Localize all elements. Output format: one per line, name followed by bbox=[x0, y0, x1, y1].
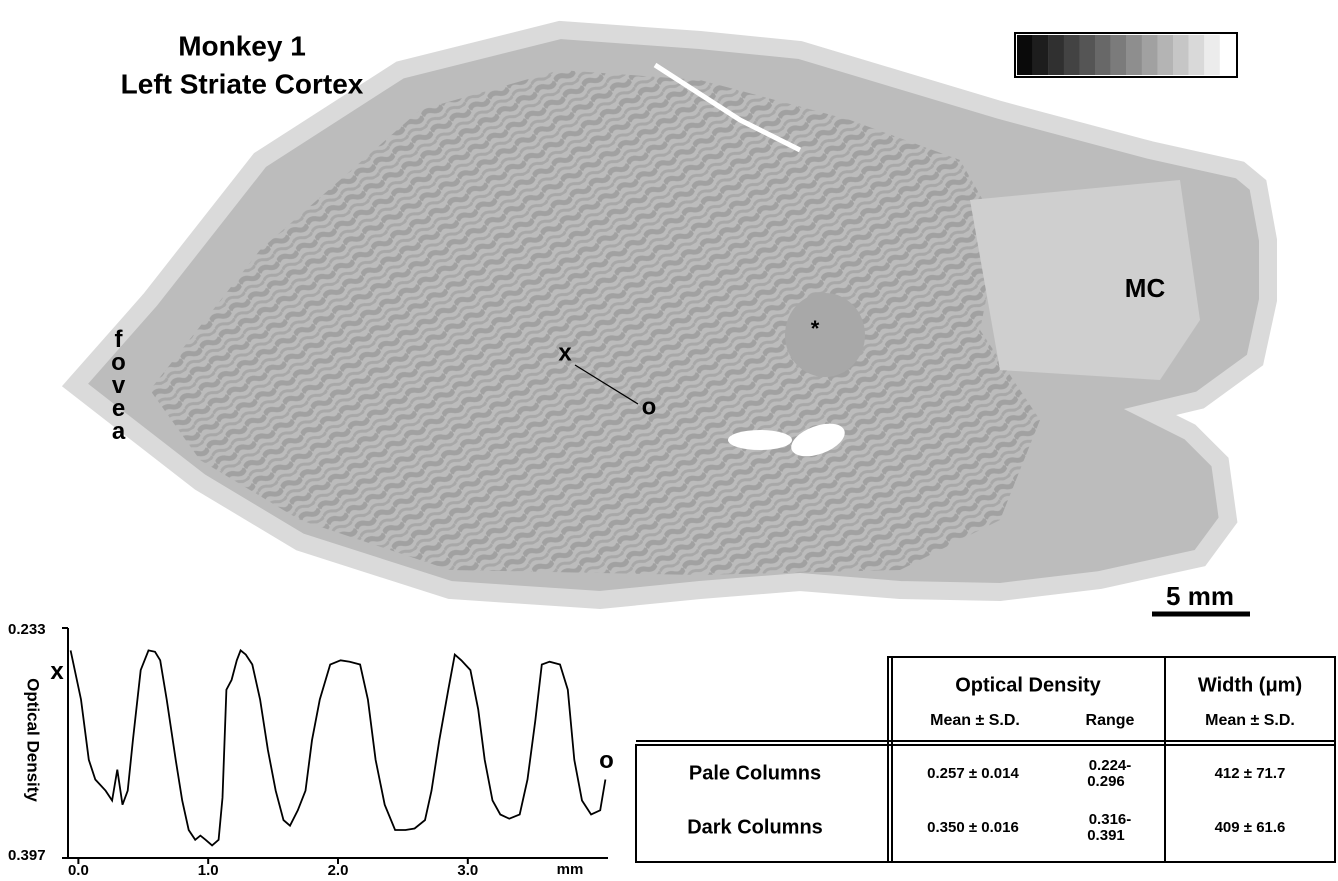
gray-step bbox=[1017, 35, 1033, 75]
scale-label: 5 mm bbox=[1166, 581, 1234, 611]
row-header: Dark Columns bbox=[687, 816, 823, 838]
y-axis-label: Optical Density bbox=[24, 678, 43, 802]
y-tick-label: 0.397 bbox=[8, 847, 46, 864]
mean-width: 409 ± 61.6 bbox=[1215, 819, 1286, 836]
pale-region bbox=[970, 180, 1200, 380]
point-label: x bbox=[558, 339, 572, 366]
density-profile bbox=[71, 650, 606, 845]
figure-canvas: Monkey 1 Left Striate Cortex x o * MC 5 … bbox=[0, 0, 1338, 881]
sub-header: Mean ± S.D. bbox=[1205, 712, 1295, 729]
x-tick-label: 3.0 bbox=[457, 862, 478, 879]
mean-od: 0.257 ± 0.014 bbox=[927, 765, 1019, 782]
gray-step bbox=[1157, 35, 1173, 75]
od-range: 0.316- bbox=[1089, 811, 1132, 828]
blob-label: * bbox=[811, 316, 820, 341]
gray-step bbox=[1048, 35, 1064, 75]
gray-step bbox=[1173, 35, 1189, 75]
title-line: Left Striate Cortex bbox=[121, 68, 364, 99]
region-label: MC bbox=[1125, 273, 1166, 303]
title-line: Monkey 1 bbox=[178, 30, 306, 61]
gray-step bbox=[1079, 35, 1095, 75]
gray-step bbox=[1142, 35, 1158, 75]
y-tick-label: 0.233 bbox=[8, 621, 46, 638]
figure: Monkey 1 Left Striate Cortex x o * MC 5 … bbox=[0, 0, 1338, 881]
sub-header: Range bbox=[1086, 712, 1135, 729]
profile-end-label: o bbox=[599, 747, 614, 774]
x-tick-label: 1.0 bbox=[198, 862, 219, 879]
x-tick-label: 2.0 bbox=[328, 862, 349, 879]
od-range: 0.296 bbox=[1087, 773, 1125, 790]
gray-step bbox=[1064, 35, 1080, 75]
gray-step bbox=[1126, 35, 1142, 75]
mean-width: 412 ± 71.7 bbox=[1215, 765, 1286, 782]
tear bbox=[728, 430, 792, 450]
column-header: Optical Density bbox=[955, 674, 1101, 696]
row-header: Pale Columns bbox=[689, 762, 821, 784]
profile-start-label: x bbox=[50, 658, 64, 685]
fovea-label: fovea bbox=[104, 326, 132, 441]
gray-step bbox=[1189, 35, 1205, 75]
sub-header: Mean ± S.D. bbox=[930, 712, 1020, 729]
od-range: 0.391 bbox=[1087, 827, 1125, 844]
x-tick-label: 0.0 bbox=[68, 862, 89, 879]
gray-step bbox=[1204, 35, 1220, 75]
gray-step bbox=[1033, 35, 1049, 75]
column-header: Width (μm) bbox=[1198, 674, 1302, 696]
gray-step bbox=[1111, 35, 1127, 75]
gray-step bbox=[1220, 35, 1236, 75]
od-range: 0.224- bbox=[1089, 757, 1132, 774]
mean-od: 0.350 ± 0.016 bbox=[927, 819, 1019, 836]
gray-step bbox=[1095, 35, 1111, 75]
point-label: o bbox=[642, 393, 657, 420]
blob bbox=[785, 293, 865, 377]
x-axis-label: mm bbox=[557, 861, 584, 878]
table: Optical Density Width (μm) Mean ± S.D. Rang… bbox=[636, 657, 1335, 862]
